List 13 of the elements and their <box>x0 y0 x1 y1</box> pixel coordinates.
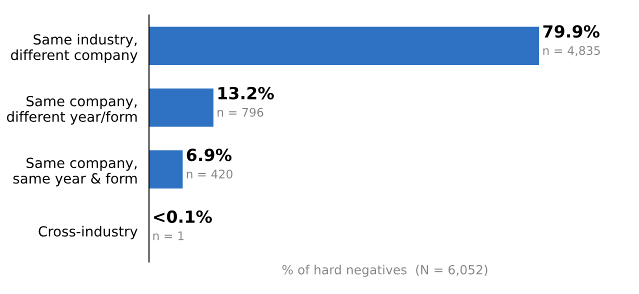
annotation: n = 420 <box>186 170 232 179</box>
y-tick-label: Cross-industry <box>38 226 138 240</box>
annotation: n = 4,835 <box>543 46 600 56</box>
annotation: n = 1 <box>153 231 184 240</box>
data-label: 6.9% <box>186 148 232 162</box>
y-tick-label: Same company, different year/form <box>7 96 137 125</box>
annotation: n = 796 <box>218 108 264 117</box>
data-label: 13.2% <box>218 86 274 100</box>
y-tick-label: Same industry, different company <box>11 34 138 63</box>
data-label: 79.9% <box>543 25 600 38</box>
data-label: <0.1% <box>154 210 212 223</box>
y-tick-label: Same company, same year & form <box>13 158 137 186</box>
x-axis-title: % of hard negatives (N = 6,052) <box>282 264 488 277</box>
